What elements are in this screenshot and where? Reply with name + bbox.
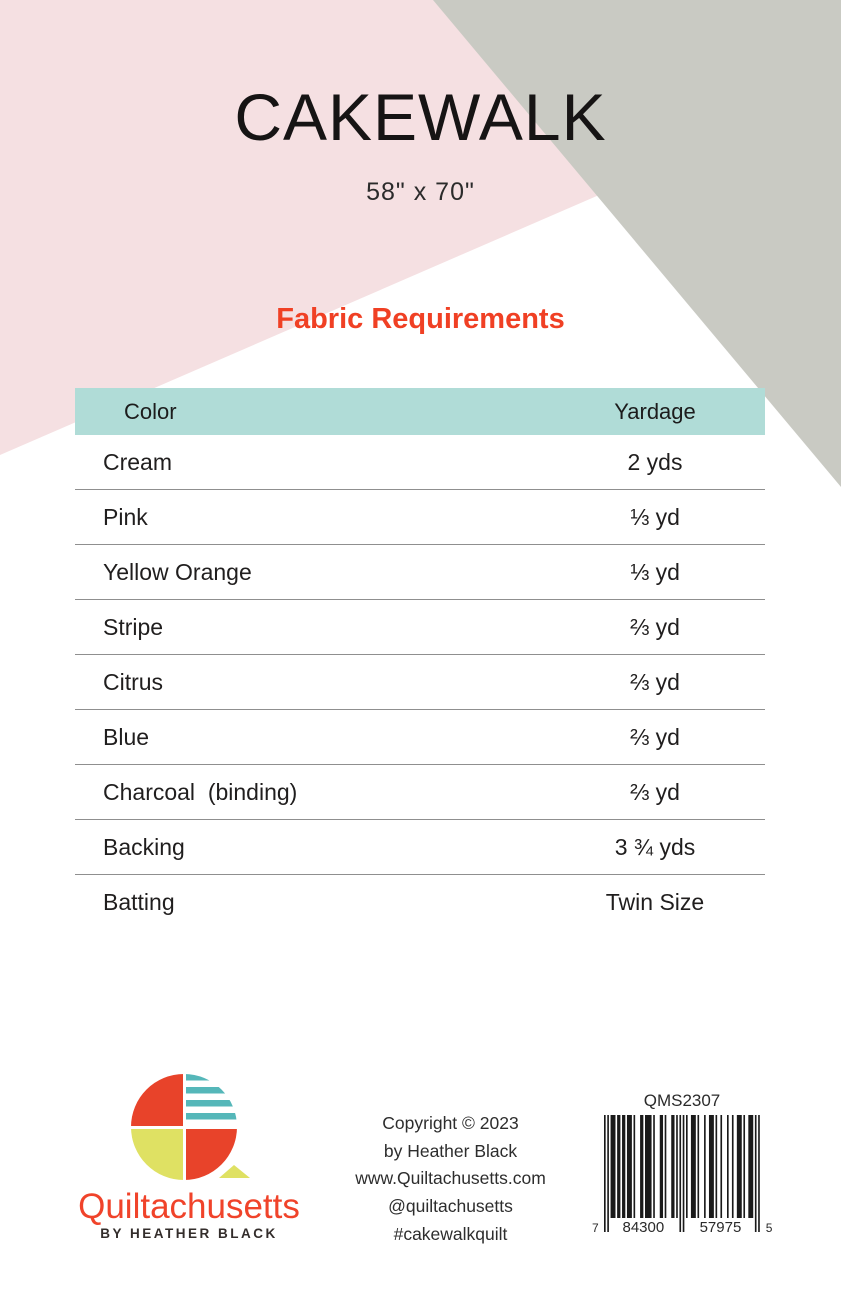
table-row: Blue ⅔ yd — [75, 710, 765, 765]
brand-byline: BY HEATHER BLACK — [100, 1226, 278, 1241]
fabric-yardage-cell: ⅓ yd — [630, 558, 680, 585]
fabric-color-cell: Pink — [103, 503, 148, 530]
fabric-color-cell: Charcoal (binding) — [103, 778, 298, 805]
fabric-color-cell: Blue — [103, 723, 150, 750]
fabric-yardage-cell: ⅔ yd — [630, 778, 680, 805]
fabric-yardage-cell: Twin Size — [605, 889, 705, 915]
table-row: Stripe ⅔ yd — [75, 600, 765, 655]
fabric-color-cell: Cream — [103, 448, 173, 475]
fabric-color-cell: Yellow Orange — [103, 558, 252, 585]
logo-quadrant-teal-stripes — [185, 1074, 237, 1126]
quiltachusetts-logo — [131, 1074, 250, 1180]
credit-line: www.Quiltachusetts.com — [355, 1168, 546, 1189]
credits-block: Copyright © 2023 by Heather Black www.Quil… — [328, 1110, 573, 1249]
fabric-yardage-cell: ⅔ yd — [630, 613, 680, 640]
fabric-yardage-cell: ⅓ yd — [630, 503, 680, 530]
credit-line: Copyright © 2023 — [382, 1113, 519, 1133]
fabric-requirements-table: Color Yardage Cream 2 yds Pink ⅓ yd Yellow O… — [75, 388, 765, 930]
table-row: Charcoal (binding) ⅔ yd — [75, 765, 765, 820]
brand-name: Quiltachusetts — [78, 1187, 300, 1226]
table-row: Yellow Orange ⅓ yd — [75, 545, 765, 600]
fabric-yardage-cell: 2 yds — [627, 448, 683, 475]
table-row: Backing 3 ¾ yds — [75, 820, 765, 875]
fabric-color-cell: Batting — [103, 889, 175, 915]
credit-line: #cakewalkquilt — [393, 1223, 508, 1244]
fabric-requirements-heading: Fabric Requirements — [276, 303, 565, 335]
column-header-color: Color — [124, 398, 177, 424]
fabric-yardage-cell: 3 ¾ yds — [614, 833, 696, 860]
logo-quadrant-red-bottomright — [185, 1128, 237, 1180]
svg-text:5: 5 — [766, 1221, 773, 1235]
pattern-title: CAKEWALK — [234, 80, 607, 154]
svg-text:84300: 84300 — [623, 1219, 665, 1236]
credit-line: by Heather Black — [383, 1140, 518, 1161]
fabric-yardage-cell: ⅔ yd — [630, 723, 680, 750]
upc-barcode: 7 84300 57975 5 — [592, 1115, 773, 1236]
credit-line: @quiltachusetts — [388, 1196, 513, 1217]
quilt-dimensions: 58" x 70" — [366, 178, 475, 206]
fabric-table-header-row: Color Yardage — [75, 388, 765, 435]
svg-text:57975: 57975 — [700, 1219, 742, 1236]
table-row: Pink ⅓ yd — [75, 490, 765, 545]
table-row: Batting Twin Size — [75, 875, 765, 930]
table-row: Citrus ⅔ yd — [75, 655, 765, 710]
fabric-color-cell: Stripe — [103, 613, 164, 640]
fabric-table-body: Cream 2 yds Pink ⅓ yd Yellow Orange ⅓ yd Strip… — [75, 435, 765, 930]
pattern-sku: QMS2307 — [643, 1091, 721, 1110]
fabric-color-cell: Citrus — [103, 668, 164, 695]
logo-quadrant-red-topleft — [131, 1074, 183, 1126]
logo-quadrant-citron — [131, 1128, 183, 1180]
svg-text:7: 7 — [592, 1221, 599, 1235]
logo-circle-icon — [131, 1074, 237, 1180]
table-row: Cream 2 yds — [75, 435, 765, 490]
fabric-color-cell: Backing — [103, 833, 185, 860]
fabric-yardage-cell: ⅔ yd — [630, 668, 680, 695]
column-header-yardage: Yardage — [614, 398, 696, 424]
